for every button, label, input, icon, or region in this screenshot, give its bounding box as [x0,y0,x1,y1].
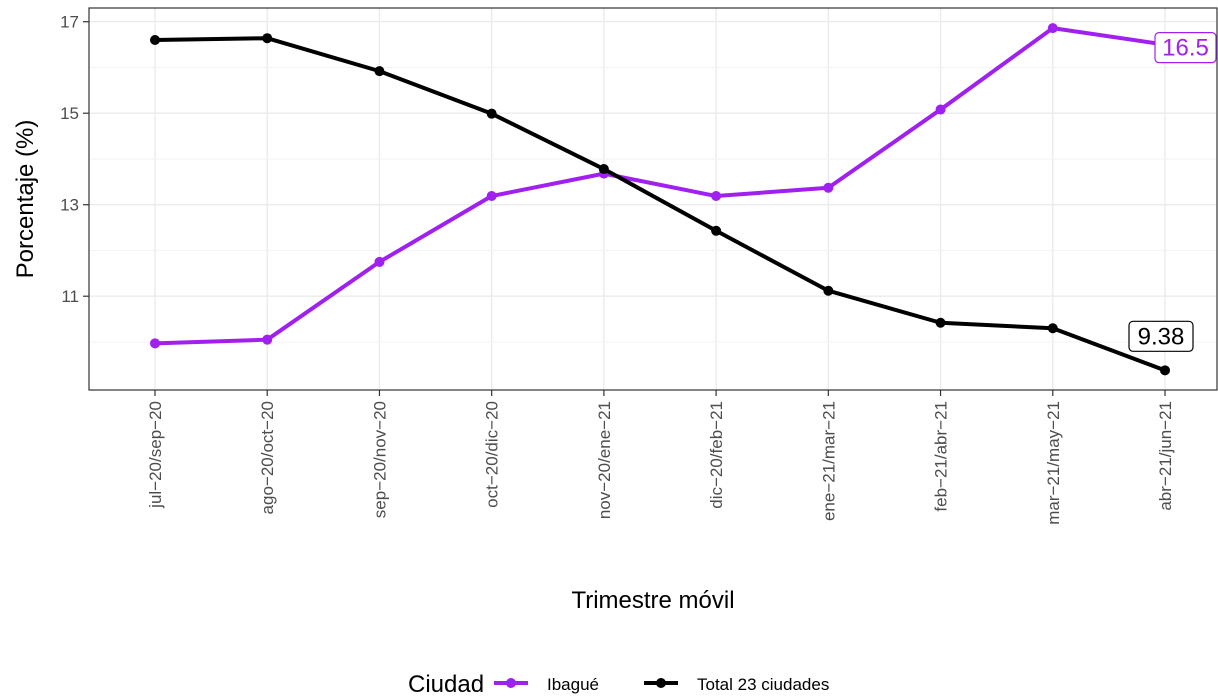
y-tick-label: 15 [60,104,79,123]
legend-item: Ibagué [494,675,599,694]
x-tick-label: nov−20/ene−21 [595,401,614,519]
data-point [150,35,160,46]
legend-item: Total 23 ciudades [644,675,829,694]
end-label-box [1154,31,1217,64]
legend-key-point [506,678,516,688]
x-tick-label: ago−20/oct−20 [258,401,277,514]
y-tick-label: 13 [60,196,79,215]
x-axis: jul−20/sep−20 ago−20/oct−20 sep−20/nov−20 o… [146,390,1175,525]
x-tick-label: abr−21/jun−21 [1156,401,1175,511]
data-point [1047,323,1058,334]
data-point [823,182,834,193]
series-line [153,26,1167,346]
x-tick-label: oct−20/dic−20 [483,401,502,508]
end-label-layer: 16.5 9.38 [1128,31,1217,352]
data-point [711,225,722,236]
panel-border [88,7,1218,391]
end-label: 16.5 [1154,31,1217,64]
data-point [935,104,946,115]
x-tick-label: mar−21/may−21 [1044,401,1063,525]
legend-key-point [656,678,666,688]
end-label: 9.38 [1128,320,1194,352]
data-point [374,256,385,267]
data-point [823,285,834,296]
data-point [374,66,385,77]
x-tick-label: feb−21/abr−21 [932,401,951,512]
y-tick-label: 11 [61,287,79,306]
series-line [153,36,1167,373]
y-axis-title: Porcentaje (%) [12,120,39,279]
data-point [935,317,946,328]
end-label-text: 16.5 [1162,35,1209,62]
x-tick-label: ene−21/mar−21 [819,401,838,521]
y-tick-label: 17 [60,13,79,32]
x-axis-title: Trimestre móvil [571,587,734,614]
y-axis: 11 13 15 17 [60,13,89,306]
data-point [1047,23,1058,34]
legend-label: Total 23 ciudades [697,675,829,694]
data-point [150,338,160,349]
data-point [262,334,273,345]
legend-title: Ciudad [408,671,484,695]
data-point [1160,365,1170,376]
x-tick-label: dic−20/feb−21 [707,401,726,509]
x-tick-label: sep−20/nov−20 [370,401,389,518]
end-label-box [1128,320,1194,352]
legend: Ciudad Ibagué Total 23 ciudades [408,671,829,698]
data-point [598,164,609,175]
x-tick-label: jul−20/sep−20 [146,401,165,509]
data-point [486,191,497,202]
data-point [711,191,722,202]
series-layer [150,23,1170,376]
end-label-text: 9.38 [1138,323,1185,350]
legend-label: Ibagué [547,675,599,694]
grid-layer [89,8,1217,390]
data-point [262,33,273,44]
data-point [486,108,497,119]
